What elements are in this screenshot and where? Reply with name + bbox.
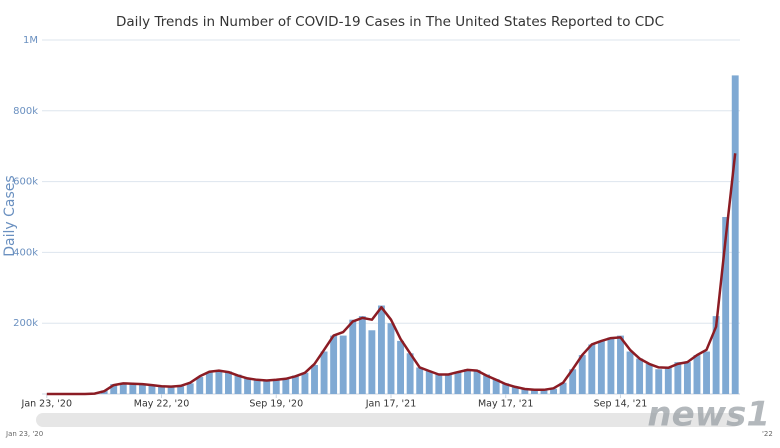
bar	[683, 362, 691, 394]
bar	[196, 377, 204, 394]
bar	[205, 372, 213, 394]
bar	[731, 75, 739, 395]
navigator-track[interactable]	[36, 413, 740, 427]
bar	[607, 337, 615, 394]
y-axis-title: Daily Cases	[2, 175, 18, 256]
bar	[291, 375, 299, 394]
bar	[387, 323, 395, 394]
bar	[454, 371, 462, 394]
bar	[272, 379, 280, 394]
bar	[138, 384, 146, 394]
bar	[339, 335, 347, 394]
bar	[483, 374, 491, 394]
bar	[244, 378, 252, 394]
bar	[358, 316, 366, 394]
bar	[588, 344, 596, 394]
bar	[502, 383, 510, 394]
bar	[301, 372, 309, 394]
bar	[368, 330, 376, 394]
x-tick-label: Sep 14, '21	[594, 399, 648, 410]
bar	[148, 385, 156, 394]
bar	[435, 374, 443, 394]
bar	[225, 371, 232, 394]
bar	[703, 351, 710, 394]
y-tick-label: 800k	[13, 106, 38, 117]
x-tick-label: Sep 19, '20	[249, 399, 303, 410]
bar	[177, 386, 185, 394]
bar	[674, 362, 682, 394]
bar	[330, 335, 338, 394]
bar	[215, 370, 223, 394]
bar	[550, 388, 557, 394]
chart-title: Daily Trends in Number of COVID-19 Cases…	[116, 14, 664, 30]
bar	[559, 382, 567, 394]
bar	[406, 353, 414, 394]
y-tick-label: 1M	[23, 35, 38, 46]
bar	[253, 379, 261, 394]
x-tick-label: May 22, '20	[134, 399, 190, 410]
bar	[129, 383, 137, 394]
bar	[464, 369, 471, 394]
watermark: news1	[647, 395, 770, 435]
bar	[645, 363, 653, 394]
bar	[521, 388, 529, 394]
bar	[693, 355, 701, 394]
bar	[444, 374, 452, 394]
bar	[425, 370, 433, 394]
bar	[282, 378, 290, 394]
y-tick-label: 600k	[13, 177, 38, 188]
bar	[492, 379, 500, 394]
bar	[617, 335, 624, 394]
bar	[377, 305, 385, 394]
bar	[110, 384, 118, 394]
bar	[186, 383, 194, 394]
bar	[234, 374, 242, 394]
bar	[540, 389, 548, 394]
bar	[597, 340, 605, 394]
bar	[119, 383, 127, 394]
bar	[158, 386, 165, 394]
bar	[511, 386, 519, 394]
bar	[473, 369, 481, 394]
bar	[416, 367, 424, 394]
x-tick-label: May 17, '21	[478, 399, 534, 410]
bar	[569, 369, 577, 394]
bar	[626, 351, 634, 394]
navigator-label: '22	[762, 430, 773, 438]
navigator-label: Jan 23, '20	[5, 430, 43, 438]
bar	[263, 381, 271, 394]
x-tick-label: Jan 17, '21	[365, 399, 417, 410]
bar	[167, 386, 175, 394]
bar	[722, 217, 730, 394]
bar	[349, 319, 357, 394]
bar	[397, 340, 405, 394]
bar	[530, 389, 538, 394]
y-tick-label: 400k	[13, 247, 38, 258]
bar	[320, 351, 328, 394]
x-tick-label: Jan 23, '20	[21, 399, 73, 410]
bar	[664, 367, 672, 394]
bar	[636, 358, 644, 394]
bar	[712, 316, 720, 394]
y-tick-label: 200k	[13, 318, 38, 329]
trend-line	[46, 153, 737, 396]
bar	[578, 355, 586, 394]
bar	[655, 369, 663, 394]
bar	[311, 364, 318, 394]
